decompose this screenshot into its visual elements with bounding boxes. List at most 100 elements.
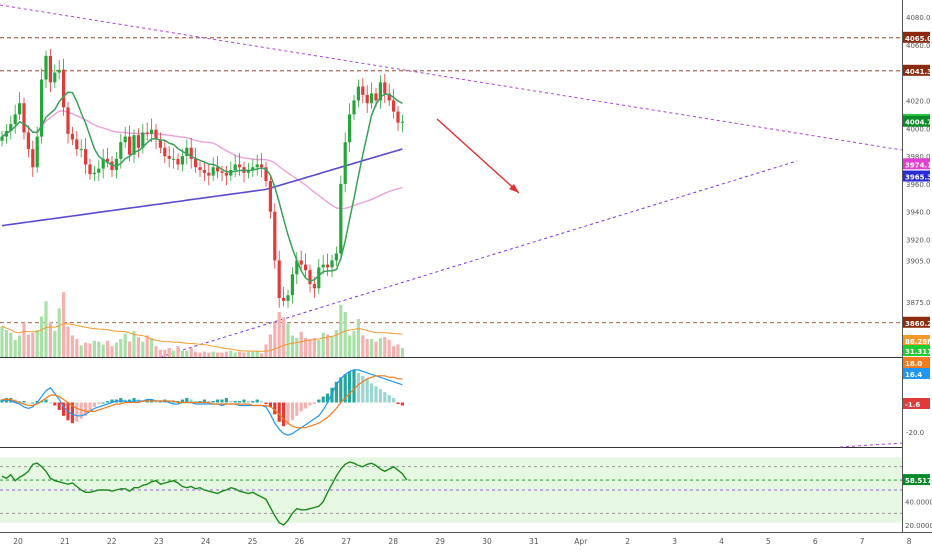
volume-bar [304, 338, 308, 357]
volume-bar [106, 340, 110, 357]
candle-body [202, 170, 206, 173]
candle-body [172, 158, 176, 160]
volume-bar [62, 292, 66, 357]
volume-bar [400, 348, 404, 357]
macd-histogram-bar [26, 402, 30, 404]
candle-body [53, 72, 57, 83]
macd-histogram-bar [62, 402, 66, 416]
volume-bar [18, 335, 22, 357]
macd-histogram-bar [48, 402, 52, 404]
candle-body [339, 183, 343, 254]
price-label-bg [903, 31, 930, 43]
volume-bar [40, 316, 44, 357]
volume-label: 31.3115 [905, 348, 932, 356]
candle-body [106, 158, 110, 162]
volume-bar [0, 326, 4, 357]
volume-bar [119, 339, 123, 357]
time-tick-label: 26 [295, 537, 305, 546]
macd-histogram-bar [224, 398, 228, 403]
candle-body [370, 93, 374, 104]
signal-line [2, 375, 403, 429]
candle-body [114, 158, 118, 170]
candle-body [348, 114, 352, 143]
price-label: 3860.2 [905, 320, 932, 328]
green-moving-average [1, 91, 403, 282]
macd-histogram-bar [22, 401, 26, 403]
candle-body [286, 295, 290, 301]
macd-histogram-bar [361, 375, 365, 403]
volume-bar [356, 319, 360, 357]
oscillator-pane[interactable] [0, 442, 903, 526]
macd-histogram-bar [158, 401, 162, 403]
volume-bar [145, 335, 149, 357]
candle-body [216, 167, 220, 172]
macd-histogram-bar [207, 401, 211, 403]
volume-bar [282, 317, 286, 357]
macd-label-bg [903, 398, 930, 409]
macd-histogram-bar [299, 402, 303, 412]
time-axis[interactable]: 20 21 22 23 24 25 26 27 28 29 30 31 Apr 2 3 4 5 6 7 8 [13, 537, 911, 546]
time-tick-label: 27 [342, 537, 352, 546]
macd-histogram-bar [255, 399, 259, 403]
price-axis[interactable]: 4080.0 4060.0 4020.0 4000.0 3980.0 3960.0 3940… [903, 0, 932, 532]
volume-bar [207, 352, 211, 357]
volume-bar [150, 338, 154, 357]
volume-bar [101, 344, 105, 357]
candle-body [18, 103, 22, 115]
candle-body [282, 298, 286, 301]
macd-tick-label: -20.0 [906, 429, 924, 437]
time-tick-label: 6 [813, 537, 818, 546]
candle-body [101, 158, 105, 169]
price-tick-label: 4000.0 [906, 125, 931, 133]
volume-bar [31, 332, 35, 357]
volume-bar [158, 349, 162, 357]
price-pane[interactable] [0, 4, 903, 358]
volume-bar [141, 341, 145, 357]
volume-bar [361, 335, 365, 357]
volume-bar [92, 340, 96, 357]
candle-body [31, 149, 35, 168]
candle-body [273, 211, 277, 261]
time-tick-label: 30 [482, 537, 492, 546]
volume-bar [260, 353, 264, 357]
candle-body [387, 93, 391, 101]
candle-body [356, 86, 360, 101]
candle-body [194, 158, 198, 168]
oscillator-line [1, 461, 408, 526]
volume-bar [365, 339, 369, 357]
candle-body [79, 149, 83, 151]
candle-body [150, 129, 154, 134]
macd-histogram-bar [79, 402, 83, 419]
time-tick-label: 28 [388, 537, 398, 546]
volume-bar [136, 337, 140, 357]
candle-body [88, 164, 92, 175]
macd-histogram-bar [84, 402, 88, 416]
volume-bar [255, 350, 259, 357]
volume-bar [198, 352, 202, 357]
volume-bar [330, 336, 334, 357]
macd-histogram-bar [53, 402, 57, 406]
time-tick-label: 2 [625, 537, 630, 546]
macd-pane[interactable] [0, 369, 404, 436]
candle-body [57, 69, 61, 73]
volume-bar [238, 351, 242, 357]
candle-body [312, 284, 316, 289]
candle-body [92, 172, 96, 175]
candle-body [290, 274, 294, 296]
candle-body [141, 132, 145, 148]
candle-body [119, 142, 123, 159]
price-tick-label: 4080.0 [906, 14, 931, 22]
macd-histogram-bar [0, 399, 4, 403]
macd-histogram-bar [295, 402, 299, 416]
macd-histogram-bar [246, 401, 250, 403]
macd-label: 18.0 [905, 360, 922, 368]
candle-body [229, 170, 233, 176]
macd-histogram-bar [198, 401, 202, 403]
price-tick-label: 4020.0 [906, 97, 931, 105]
volume-bar [290, 335, 294, 357]
candle-body [277, 260, 281, 298]
macd-histogram-bar [172, 401, 176, 403]
volume-bar [312, 338, 316, 357]
